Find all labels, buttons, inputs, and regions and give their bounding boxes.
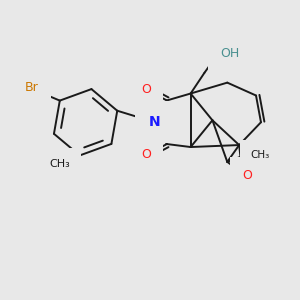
- Text: CH₃: CH₃: [250, 150, 269, 160]
- Text: N: N: [149, 115, 161, 129]
- Text: CH₃: CH₃: [50, 159, 70, 169]
- Text: Br: Br: [25, 81, 39, 94]
- Text: O: O: [141, 148, 151, 161]
- Text: O: O: [242, 169, 252, 182]
- Text: O: O: [141, 83, 151, 96]
- Text: OH: OH: [220, 47, 240, 60]
